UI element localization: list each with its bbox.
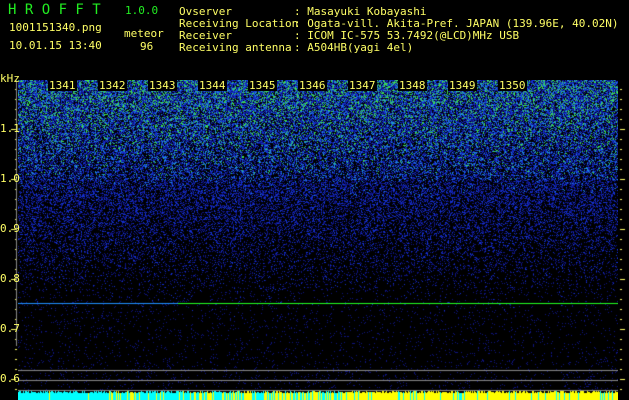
x-tick-label: 1343 <box>148 79 177 92</box>
x-tick-label: 1341 <box>48 79 77 92</box>
y-unit-label: kHz <box>0 72 20 85</box>
x-tick-label: 1348 <box>398 79 427 92</box>
app-title: H R O F F T <box>8 2 101 18</box>
x-tick-label: 1345 <box>248 79 277 92</box>
meteor-count: 96 <box>140 40 154 53</box>
y-tick-label: 0.7 <box>0 322 20 335</box>
x-tick-label: 1344 <box>198 79 227 92</box>
x-tick-label: 1350 <box>498 79 527 92</box>
info-value: : A504HB(yagi 4el) <box>294 41 414 54</box>
x-tick-label: 1347 <box>348 79 377 92</box>
info-label: Receiving antenna <box>179 41 292 54</box>
y-tick-label: 0.6 <box>0 372 20 385</box>
file-name: 1001151340.png <box>9 21 102 34</box>
y-tick-label: 0.9 <box>0 222 20 235</box>
file-datetime: 10.01.15 13:40 <box>9 39 102 52</box>
x-tick-label: 1346 <box>298 79 327 92</box>
info-row: Receiving antenna: A504HB(yagi 4el) <box>179 41 413 54</box>
x-tick-label: 1342 <box>98 79 127 92</box>
spectrogram <box>18 80 618 400</box>
y-tick-label: 1.1 <box>0 122 20 135</box>
y-tick-label: 0.8 <box>0 272 20 285</box>
y-tick-label: 1.0 <box>0 172 20 185</box>
x-tick-label: 1349 <box>448 79 477 92</box>
meteor-label: meteor <box>124 27 164 40</box>
app-version: 1.0.0 <box>125 4 159 17</box>
